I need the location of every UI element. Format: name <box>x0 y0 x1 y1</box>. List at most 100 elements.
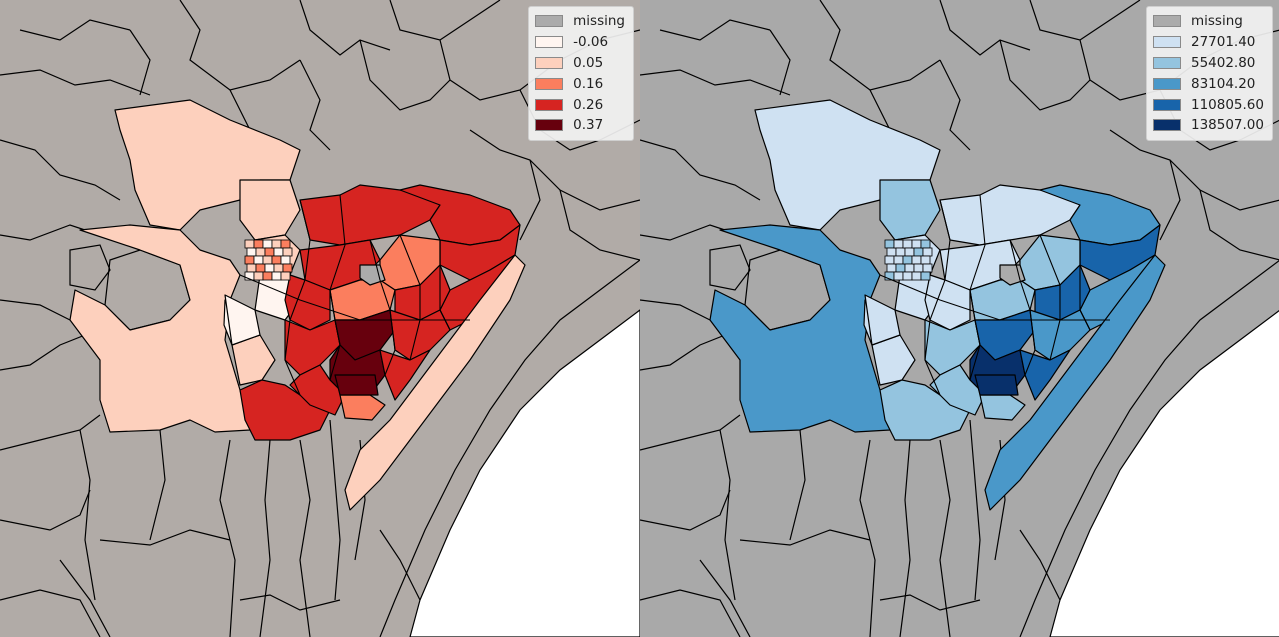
census-tract-region <box>69 224 251 433</box>
census-tract-region <box>1029 309 1091 361</box>
legend-label: 0.37 <box>573 117 604 134</box>
downtown-tract-cell <box>913 263 924 273</box>
tract-boundary <box>99 529 231 546</box>
legend-label: 110805.60 <box>1190 96 1264 113</box>
legend-entry: 83104.20 <box>1152 73 1264 94</box>
downtown-tract-cell <box>280 271 291 281</box>
tract-boundary <box>939 0 1031 56</box>
downtown-tract-cell <box>895 247 906 257</box>
legend-entry: 0.26 <box>535 94 625 115</box>
tract-boundary <box>640 139 761 201</box>
tract-boundary <box>899 439 911 637</box>
tract-boundary <box>859 439 876 637</box>
legend-entry: 0.37 <box>535 115 625 136</box>
tract-boundary <box>559 189 640 261</box>
tract-boundary <box>924 199 951 396</box>
legend-swatch <box>1152 15 1181 28</box>
tract-boundary <box>640 589 741 637</box>
census-tract-region <box>709 224 891 433</box>
downtown-tract-cell <box>893 255 904 265</box>
tract-boundary <box>284 199 311 396</box>
downtown-tract-cell <box>282 263 293 273</box>
legend-entry: missing <box>535 11 625 32</box>
legend-entry: missing <box>1152 11 1264 32</box>
tract-boundary <box>469 129 640 211</box>
census-tract-region <box>284 319 341 376</box>
census-tract-region <box>289 364 346 416</box>
legend-right: missing 27701.40 55402.80 83104.20 11080… <box>1145 6 1273 141</box>
legend-swatch <box>535 77 564 90</box>
downtown-tract-cell <box>884 255 895 265</box>
tract-boundary <box>879 594 981 611</box>
downtown-tract-cell <box>280 239 291 249</box>
tract-boundary <box>129 29 151 96</box>
downtown-tract-cell <box>922 263 933 273</box>
downtown-tract-cell <box>253 271 264 281</box>
tract-boundary <box>299 0 391 56</box>
downtown-tract-cell <box>902 255 913 265</box>
downtown-tract-cell <box>273 247 284 257</box>
downtown-tract-cell <box>280 255 291 265</box>
legend-label: missing <box>573 13 625 30</box>
tract-boundary <box>819 0 941 91</box>
downtown-tract-cell <box>911 239 922 249</box>
census-tract-region <box>974 374 1019 396</box>
census-tract-region <box>864 294 901 346</box>
tract-boundary <box>0 589 101 637</box>
downtown-tract-cell <box>911 255 922 265</box>
legend-label: 27701.40 <box>1190 34 1256 51</box>
census-tract-region <box>344 254 526 511</box>
legend-label: 0.16 <box>573 75 604 92</box>
tract-boundary <box>0 489 91 531</box>
legend-swatch <box>1152 36 1181 49</box>
tract-boundary <box>769 29 791 96</box>
tract-boundary <box>739 529 871 546</box>
tract-boundary <box>1199 189 1279 261</box>
census-tract-region <box>389 309 451 361</box>
downtown-tract-cell <box>282 247 293 257</box>
legend-left: missing -0.06 0.05 0.16 0.26 0.37 <box>528 6 634 141</box>
tract-boundary <box>1109 129 1279 211</box>
tract-boundary <box>299 59 331 151</box>
downtown-tract-cell <box>920 271 931 281</box>
legend-swatch <box>535 98 564 111</box>
tract-boundary <box>359 39 451 111</box>
tract-boundary <box>939 439 951 637</box>
tract-boundary <box>59 559 111 637</box>
downtown-tract-cell <box>246 247 257 257</box>
downtown-tract-cell <box>920 239 931 249</box>
legend-swatch <box>535 15 564 28</box>
downtown-tract-cell <box>271 255 282 265</box>
legend-entry: 110805.60 <box>1152 94 1264 115</box>
tract-boundary <box>79 429 96 601</box>
tract-boundary <box>640 489 731 531</box>
downtown-tract-cell <box>271 271 282 281</box>
tract-boundary <box>259 439 271 637</box>
downtown-tract-cell <box>244 255 255 265</box>
tract-boundary <box>399 234 421 361</box>
coastline <box>379 259 640 637</box>
downtown-tract-cell <box>911 271 922 281</box>
census-tract-region <box>334 374 379 396</box>
census-tract-region <box>984 254 1166 511</box>
downtown-tract-cell <box>253 239 264 249</box>
tract-boundary <box>1009 239 1036 376</box>
tract-boundary <box>999 39 1091 111</box>
legend-entry: 0.16 <box>535 73 625 94</box>
coastline <box>1019 260 1279 637</box>
legend-swatch <box>1152 56 1181 69</box>
legend-entry: -0.06 <box>535 32 625 53</box>
tract-boundary <box>659 19 771 41</box>
downtown-tract-cell <box>244 239 255 249</box>
downtown-tract-cell <box>255 263 266 273</box>
tract-boundary <box>0 299 71 321</box>
legend-label: 83104.20 <box>1190 75 1256 92</box>
tract-boundary <box>709 244 751 291</box>
tract-boundary <box>640 299 711 321</box>
downtown-tract-cell <box>902 271 913 281</box>
tract-boundary <box>0 69 151 96</box>
downtown-tract-cell <box>920 255 931 265</box>
tract-boundary <box>379 529 421 601</box>
tract-boundary <box>239 274 470 321</box>
tract-boundary <box>0 414 101 451</box>
